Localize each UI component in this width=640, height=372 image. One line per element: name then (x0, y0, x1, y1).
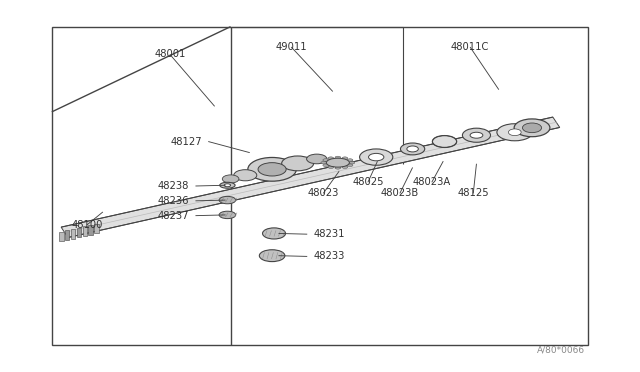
Text: 48125: 48125 (458, 188, 489, 198)
FancyBboxPatch shape (88, 225, 93, 235)
Ellipse shape (321, 161, 326, 164)
Text: 48025: 48025 (352, 177, 383, 187)
Text: 49011: 49011 (275, 42, 307, 52)
Ellipse shape (360, 149, 393, 165)
Ellipse shape (347, 159, 353, 161)
Ellipse shape (497, 124, 532, 141)
Text: 48238: 48238 (157, 181, 189, 191)
Text: 48011C: 48011C (451, 42, 489, 52)
Ellipse shape (323, 159, 328, 161)
Text: 48023B: 48023B (381, 188, 419, 198)
Ellipse shape (222, 175, 239, 183)
Ellipse shape (220, 182, 235, 188)
Ellipse shape (470, 132, 483, 138)
Ellipse shape (369, 153, 384, 161)
Ellipse shape (262, 228, 285, 239)
Ellipse shape (463, 128, 490, 142)
Ellipse shape (522, 123, 541, 133)
Text: 48001: 48001 (154, 49, 186, 60)
Text: 48233: 48233 (314, 251, 345, 262)
Ellipse shape (307, 154, 327, 164)
FancyBboxPatch shape (59, 232, 63, 241)
Ellipse shape (342, 166, 348, 169)
Ellipse shape (328, 157, 333, 160)
Ellipse shape (407, 146, 419, 152)
Ellipse shape (335, 156, 340, 159)
Ellipse shape (342, 157, 348, 160)
Polygon shape (61, 117, 560, 237)
Ellipse shape (248, 157, 296, 181)
Text: 48127: 48127 (170, 137, 202, 147)
FancyBboxPatch shape (94, 224, 99, 233)
Ellipse shape (259, 250, 285, 262)
Bar (52, 27, 588, 345)
Text: 48023A: 48023A (413, 177, 451, 187)
Ellipse shape (349, 161, 355, 164)
Ellipse shape (234, 170, 257, 181)
Text: 48236: 48236 (157, 196, 189, 206)
Ellipse shape (328, 166, 333, 169)
Ellipse shape (326, 158, 349, 167)
Text: 48237: 48237 (157, 211, 189, 221)
Ellipse shape (219, 196, 236, 204)
Ellipse shape (508, 129, 521, 136)
Ellipse shape (335, 167, 340, 169)
FancyBboxPatch shape (71, 229, 76, 239)
Text: 48023: 48023 (307, 188, 339, 198)
Ellipse shape (514, 119, 550, 137)
Ellipse shape (323, 164, 328, 167)
FancyBboxPatch shape (77, 228, 81, 237)
FancyBboxPatch shape (65, 231, 70, 240)
Ellipse shape (347, 164, 353, 167)
Ellipse shape (219, 211, 236, 219)
Text: 48231: 48231 (314, 229, 345, 239)
Text: A/80*0066: A/80*0066 (537, 346, 585, 355)
FancyBboxPatch shape (83, 227, 87, 236)
Ellipse shape (258, 163, 286, 176)
Ellipse shape (433, 136, 457, 147)
Text: 48100: 48100 (71, 220, 102, 230)
Ellipse shape (282, 156, 314, 171)
Ellipse shape (401, 143, 425, 155)
Ellipse shape (224, 184, 230, 187)
